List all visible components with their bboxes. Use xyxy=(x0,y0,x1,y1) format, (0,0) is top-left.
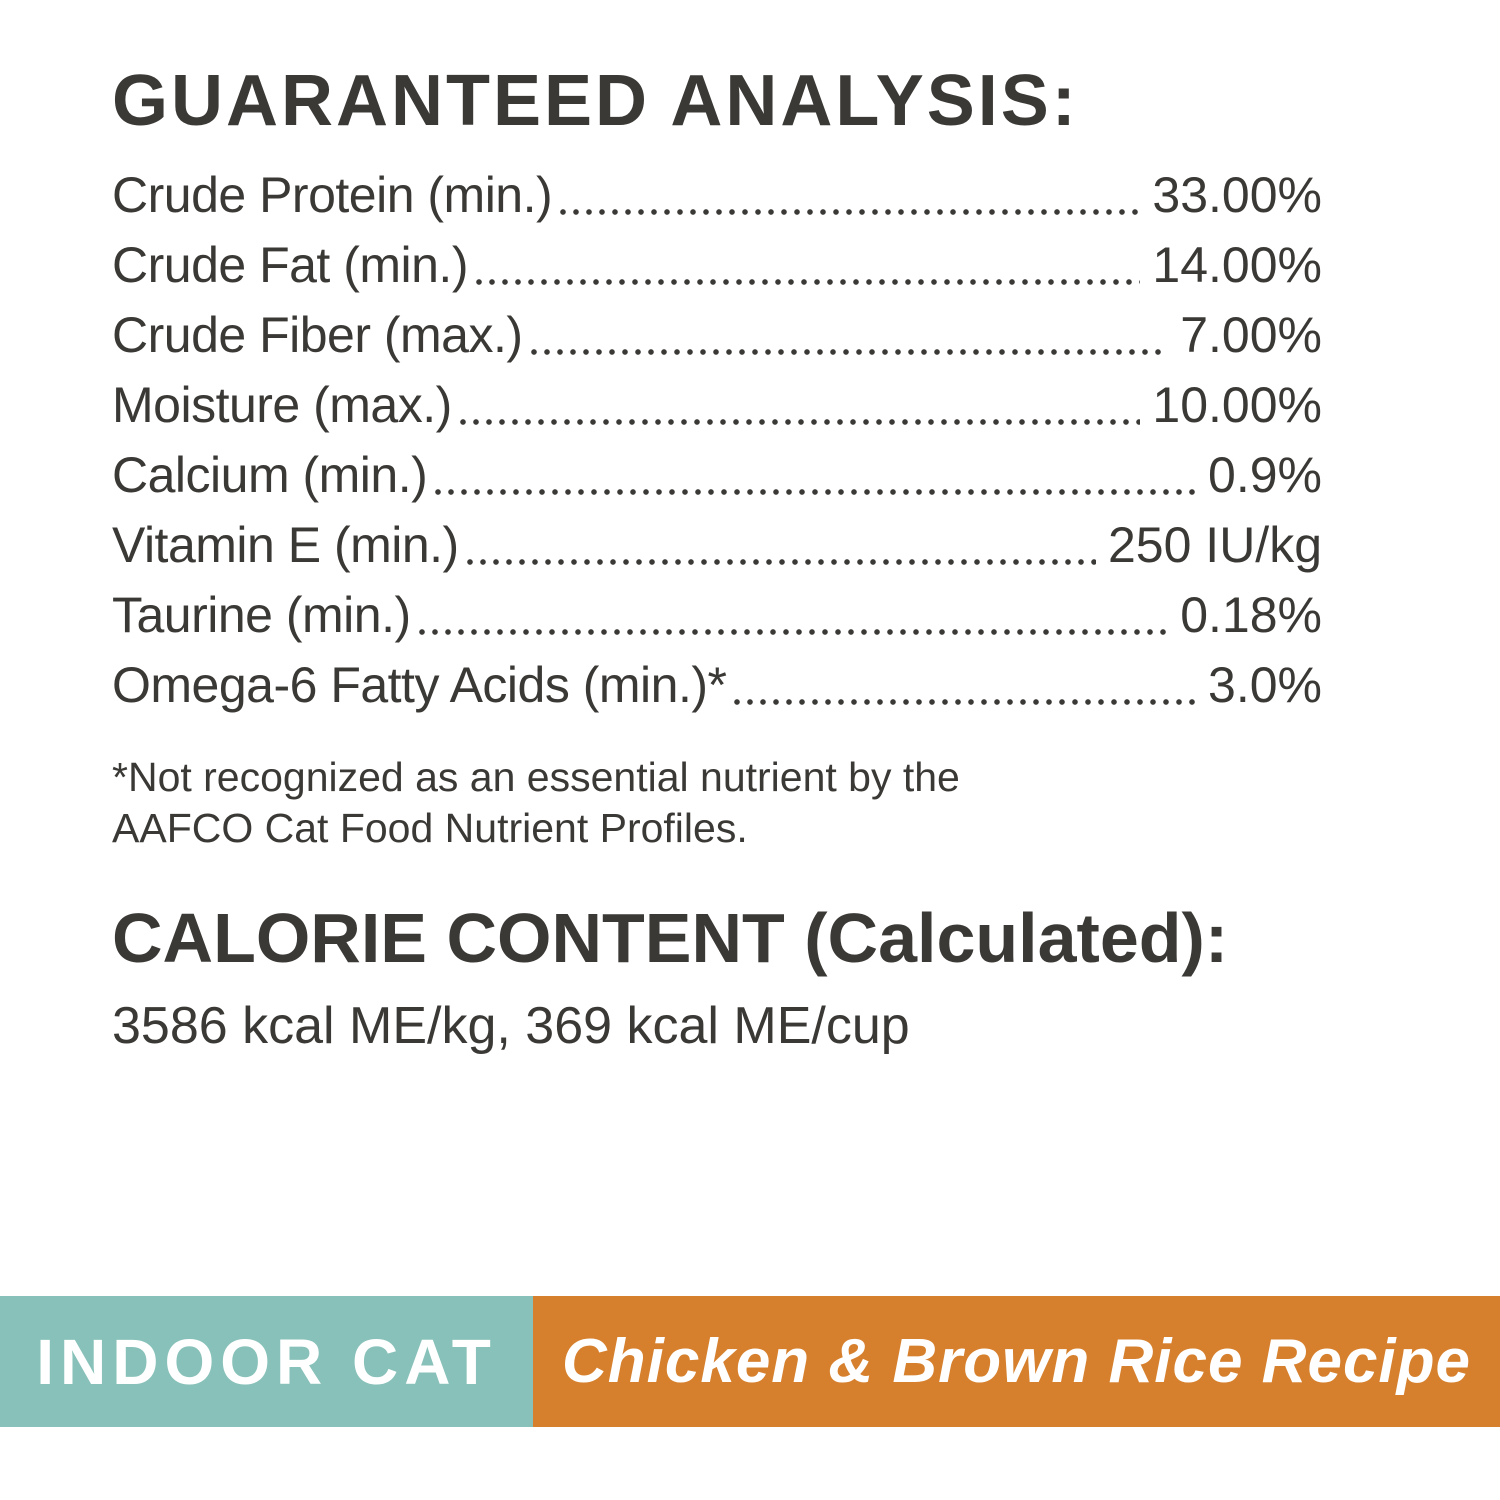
analysis-row-label: Taurine (min.) xyxy=(112,587,411,643)
analysis-row: Taurine (min.) 0.18% xyxy=(112,580,1322,650)
analysis-row: Vitamin E (min.) 250 IU/kg xyxy=(112,510,1322,580)
analysis-row: Calcium (min.) 0.9% xyxy=(112,440,1322,510)
calorie-content-title: CALORIE CONTENT (Calculated): xyxy=(112,899,1229,977)
analysis-row-value: 10.00% xyxy=(1152,377,1322,433)
analysis-row-value: 33.00% xyxy=(1152,167,1322,223)
dot-leader xyxy=(466,559,1096,565)
dot-leader xyxy=(418,629,1169,635)
analysis-row-value: 250 IU/kg xyxy=(1107,517,1322,573)
product-banner: INDOOR CAT Chicken & Brown Rice Recipe xyxy=(0,1296,1500,1427)
analysis-row-value: 3.0% xyxy=(1208,657,1322,713)
guaranteed-analysis-title: GUARANTEED ANALYSIS: xyxy=(112,61,1079,141)
analysis-row-label: Moisture (max.) xyxy=(112,377,452,433)
footnote-line-1: *Not recognized as an essential nutrient… xyxy=(112,754,960,800)
banner-indoor-cat: INDOOR CAT xyxy=(0,1296,533,1427)
analysis-row: Crude Protein (min.) 33.00% xyxy=(112,160,1322,230)
analysis-row: Moisture (max.) 10.00% xyxy=(112,370,1322,440)
dot-leader xyxy=(475,279,1141,285)
calorie-content-values: 3586 kcal ME/kg, 369 kcal ME/cup xyxy=(112,997,910,1055)
analysis-row-value: 0.9% xyxy=(1208,447,1322,503)
analysis-row-label: Crude Fat (min.) xyxy=(112,237,468,293)
analysis-row: Omega-6 Fatty Acids (min.)* 3.0% xyxy=(112,650,1322,720)
label-content: GUARANTEED ANALYSIS: Crude Protein (min.… xyxy=(0,64,1322,1056)
dot-leader xyxy=(435,489,1197,495)
footnote-line-2: AAFCO Cat Food Nutrient Profiles. xyxy=(112,805,748,851)
guaranteed-analysis-table: Crude Protein (min.) 33.00% Crude Fat (m… xyxy=(112,160,1322,720)
analysis-row: Crude Fat (min.) 14.00% xyxy=(112,230,1322,300)
dot-leader xyxy=(734,699,1197,705)
analysis-row-label: Calcium (min.) xyxy=(112,447,428,503)
analysis-row-label: Vitamin E (min.) xyxy=(112,517,459,573)
analysis-row-value: 0.18% xyxy=(1180,587,1322,643)
analysis-row-value: 14.00% xyxy=(1152,237,1322,293)
dot-leader xyxy=(530,349,1169,355)
banner-recipe-name: Chicken & Brown Rice Recipe xyxy=(533,1296,1500,1427)
dot-leader xyxy=(459,419,1141,425)
aafco-footnote: *Not recognized as an essential nutrient… xyxy=(112,752,1322,854)
analysis-row-value: 7.00% xyxy=(1180,307,1322,363)
analysis-row: Crude Fiber (max.) 7.00% xyxy=(112,300,1322,370)
dot-leader xyxy=(560,209,1141,215)
analysis-row-label: Crude Protein (min.) xyxy=(112,167,553,223)
analysis-row-label: Crude Fiber (max.) xyxy=(112,307,523,363)
analysis-row-label: Omega-6 Fatty Acids (min.)* xyxy=(112,657,727,713)
